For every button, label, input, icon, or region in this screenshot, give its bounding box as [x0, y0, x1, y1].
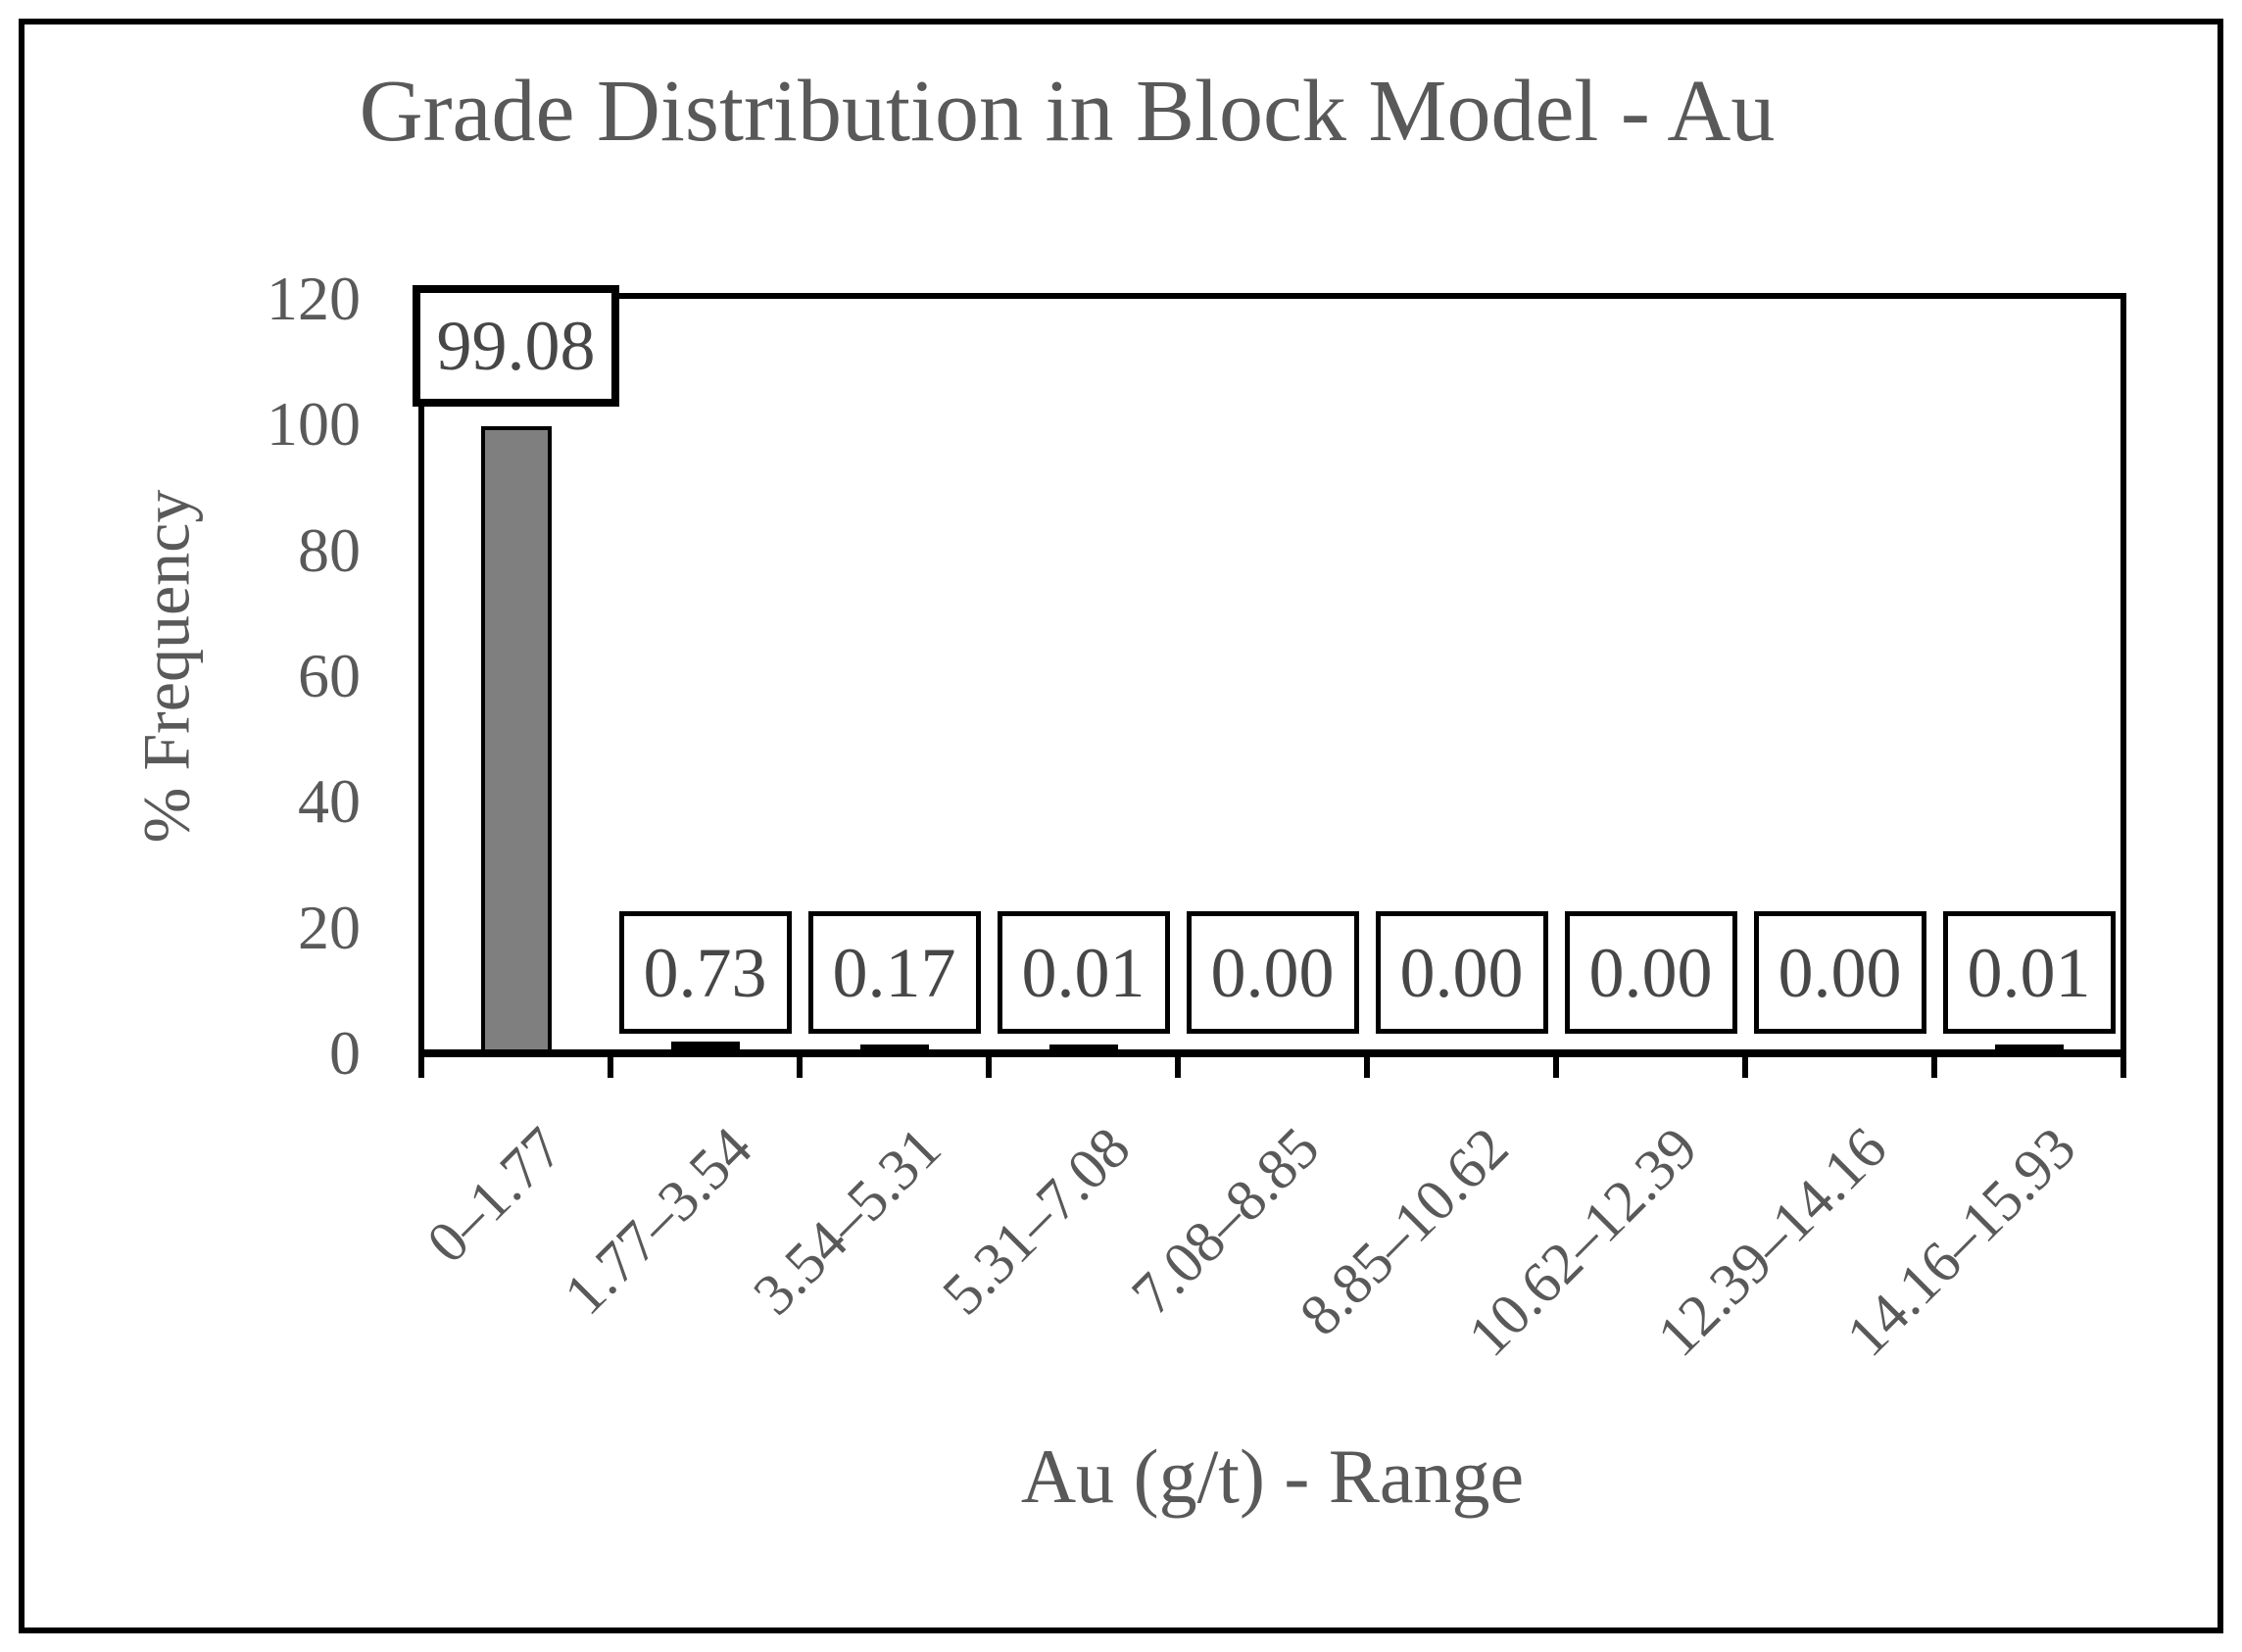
data-label: 0.01 [1942, 911, 2116, 1034]
y-tick-label: 80 [298, 514, 361, 585]
y-tick-label: 100 [267, 389, 361, 460]
chart-title: Grade Distribution in Block Model - Au [359, 63, 1776, 160]
data-label: 0.01 [997, 911, 1170, 1034]
figure-border [19, 19, 2223, 1633]
data-label: 0.17 [807, 911, 981, 1034]
x-axis-tick [1175, 1057, 1181, 1078]
x-axis-line [418, 1049, 2126, 1057]
data-label: 0.00 [1564, 911, 1737, 1034]
plot-border-top [418, 293, 2126, 299]
bar [859, 1045, 929, 1049]
data-label: 0.00 [1186, 911, 1359, 1034]
x-axis-tick [1742, 1057, 1748, 1078]
x-axis-tick [1931, 1057, 1937, 1078]
x-axis-tick [1553, 1057, 1559, 1078]
bar [670, 1042, 740, 1049]
plot-border-right [2120, 293, 2126, 1078]
x-axis-tick [1364, 1057, 1370, 1078]
x-axis-tick [797, 1057, 803, 1078]
plot-border-left [418, 293, 424, 1078]
x-axis-tick [986, 1057, 992, 1078]
data-label: 0.00 [1375, 911, 1548, 1034]
data-label: 99.08 [413, 285, 619, 407]
x-axis-tick [608, 1057, 613, 1078]
y-tick-label: 40 [298, 766, 361, 837]
bar [1994, 1045, 2064, 1049]
y-tick-label: 60 [298, 641, 361, 710]
y-tick-label: 20 [298, 892, 361, 962]
x-axis-title: Au (g/t) - Range [1020, 1433, 1525, 1519]
y-tick-label: 0 [329, 1018, 361, 1088]
bar [1048, 1045, 1118, 1049]
bar [480, 426, 552, 1053]
data-label: 0.00 [1753, 911, 1926, 1034]
data-label: 0.73 [618, 911, 792, 1034]
y-tick-label: 120 [267, 264, 361, 333]
